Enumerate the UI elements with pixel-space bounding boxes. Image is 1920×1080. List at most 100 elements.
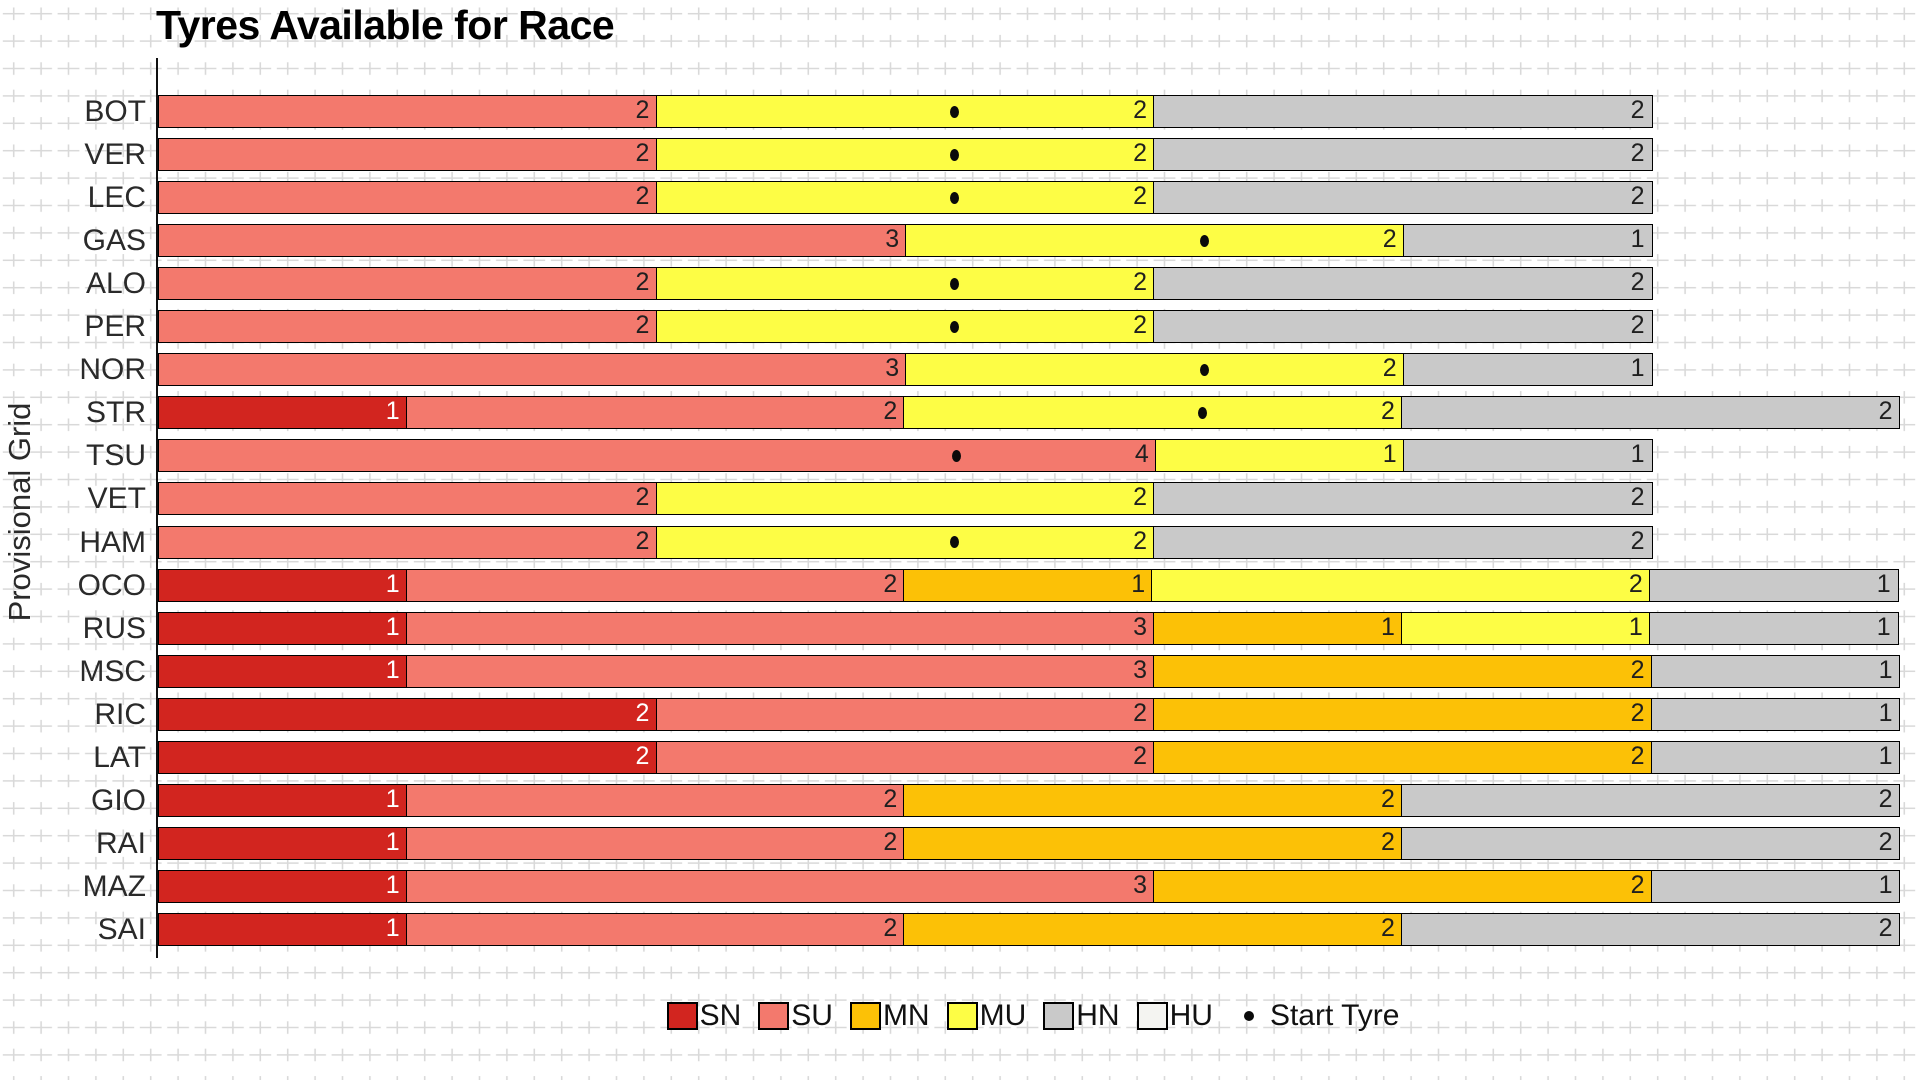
driver-label-gio: GIO (90, 783, 146, 817)
segment-count-label: 2 (1380, 397, 1395, 426)
bar-row-per: PER 2 2 2 (84, 310, 1653, 344)
bar-segment-su: 2 (158, 138, 658, 172)
segment-count-label: 2 (1380, 913, 1395, 942)
segment-count-label: 1 (1380, 612, 1395, 641)
segment-count-label: 1 (1876, 612, 1891, 641)
bar-segment-su: 2 (158, 482, 658, 516)
bar-row-bot: BOT 2 2 2 (84, 95, 1653, 128)
bar-segment-mu: 2 (905, 224, 1405, 258)
bar-segment-hn: 2 (1401, 912, 1901, 946)
segment-count-label: 2 (883, 913, 898, 942)
bar-row-nor: NOR 3 2 1 (79, 353, 1653, 387)
legend-label-hu: HU (1169, 999, 1213, 1032)
bar-segment-su: 2 (158, 525, 658, 559)
bar-segment-hn: 2 (1153, 181, 1653, 215)
bar-segment-su: 3 (405, 611, 1155, 645)
segment-count-label: 1 (1878, 870, 1893, 899)
bar-row-oco: OCO 1 2 1 2 1 (78, 568, 1899, 602)
start-tyre-dot (1197, 406, 1207, 419)
segment-count-label: 1 (1131, 569, 1146, 598)
driver-label-rus: RUS (82, 611, 146, 645)
chart-area: BOT 2 2 2 VER 2 2 2 LEC 2 2 2 GAS 3 2 1 ALO 2 2 2 PER 2 2 2 NOR 3… (78, 95, 1908, 955)
segment-count-label: 1 (385, 569, 400, 598)
segment-count-label: 1 (385, 655, 400, 684)
segment-count-label: 3 (885, 225, 900, 254)
segment-count-label: 2 (635, 526, 650, 555)
bar-segment-mn: 2 (903, 826, 1403, 860)
bar-segment-su: 2 (405, 783, 906, 817)
bar-row-msc: MSC 1 3 2 1 (79, 654, 1901, 688)
segment-count-label: 2 (1630, 870, 1645, 899)
segment-count-label: 2 (1380, 784, 1395, 813)
bar-segment-hn: 2 (1401, 783, 1901, 817)
legend-swatch-sn (666, 1002, 698, 1030)
bar-row-str: STR 1 2 2 2 (86, 396, 1901, 430)
segment-count-label: 2 (635, 741, 650, 770)
bar-row-ver: VER 2 2 2 (84, 138, 1653, 172)
segment-count-label: 2 (1133, 698, 1147, 727)
segment-count-label: 1 (385, 913, 400, 942)
start-tyre-legend-dot (1243, 1011, 1254, 1021)
bar-segment-mn: 2 (1153, 740, 1653, 774)
driver-label-nor: NOR (79, 353, 146, 387)
legend-label-mu: MU (979, 999, 1027, 1032)
driver-label-vet: VET (87, 482, 146, 516)
bar-row-vet: VET 2 2 2 (88, 482, 1653, 516)
driver-label-ric: RIC (94, 697, 146, 731)
segment-count-label: 2 (1133, 526, 1147, 555)
segment-count-label: 2 (1630, 698, 1645, 727)
bar-segment-mn: 2 (1153, 869, 1653, 903)
bar-row-ham: HAM 2 2 2 (79, 525, 1653, 559)
bar-segment-su: 2 (158, 310, 658, 344)
start-tyre-dot (949, 105, 959, 118)
bar-segment-hn: 2 (1153, 95, 1653, 128)
segment-count-label: 1 (1876, 569, 1891, 598)
bar-segment-hn: 2 (1153, 525, 1653, 559)
legend-label-mn: MN (882, 999, 930, 1032)
bar-segment-hn: 2 (1153, 267, 1653, 301)
segment-count-label: 1 (385, 870, 400, 899)
bar-row-ric: RIC 2 2 2 1 (94, 697, 1901, 731)
bar-segment-su: 2 (405, 826, 906, 860)
driver-label-sai: SAI (97, 912, 146, 946)
segment-count-label: 2 (1630, 655, 1645, 684)
bar-segment-hn: 1 (1648, 568, 1899, 602)
bar-row-maz: MAZ 1 3 2 1 (83, 869, 1901, 903)
segment-count-label: 2 (1628, 569, 1643, 598)
segment-count-label: 2 (1133, 268, 1147, 297)
bar-segment-sn: 1 (158, 783, 408, 817)
bar-row-rus: RUS 1 3 1 1 1 (83, 611, 1899, 645)
legend-label-sn: SN (699, 999, 742, 1032)
bar-segment-sn: 1 (158, 611, 408, 645)
segment-count-label: 1 (385, 784, 400, 813)
segment-count-label: 3 (1133, 870, 1147, 899)
bar-segment-hn: 2 (1153, 138, 1653, 172)
segment-count-label: 1 (1630, 225, 1645, 254)
start-tyre-dot (951, 449, 961, 462)
bar-segment-hn: 1 (1650, 869, 1901, 903)
bar-segment-sn: 2 (158, 740, 658, 774)
bar-segment-su: 3 (158, 353, 908, 387)
bar-row-lec: LEC 2 2 2 (88, 181, 1653, 215)
driver-label-lat: LAT (93, 740, 146, 774)
page-title: Tyres Available for Race (156, 2, 615, 48)
bar-segment-mu: 2 (655, 482, 1155, 516)
y-axis-spine (156, 58, 158, 958)
bar-segment-hn: 2 (1153, 482, 1653, 516)
driver-label-maz: MAZ (82, 869, 146, 903)
bar-segment-mu: 2 (903, 396, 1403, 430)
segment-count-label: 2 (1133, 311, 1147, 340)
legend: SN SU MN MU HN HU Start Tyre (158, 996, 1908, 1036)
bar-segment-su: 2 (158, 267, 658, 301)
bar-segment-hn: 1 (1648, 611, 1899, 645)
driver-label-per: PER (84, 310, 146, 344)
segment-count-label: 2 (635, 311, 650, 340)
bar-segment-hn: 2 (1401, 826, 1901, 860)
segment-count-label: 1 (1628, 612, 1643, 641)
segment-count-label: 2 (635, 96, 650, 124)
segment-count-label: 2 (1878, 397, 1893, 426)
bar-segment-mu: 2 (905, 353, 1405, 387)
bar-row-tsu: TSU 4 1 1 (86, 439, 1653, 473)
bar-segment-mn: 1 (1153, 611, 1403, 645)
segment-count-label: 2 (883, 827, 898, 856)
